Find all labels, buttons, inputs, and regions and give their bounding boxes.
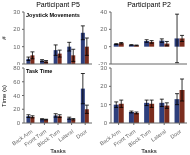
svg-text:20: 20 xyxy=(13,106,20,112)
html-text:Tasks: Tasks xyxy=(50,148,66,154)
svg-text:10: 10 xyxy=(13,44,20,50)
svg-text:20: 20 xyxy=(13,26,20,32)
svg-text:30: 30 xyxy=(13,9,20,15)
html-text:Tasks: Tasks xyxy=(141,148,157,154)
svg-text:40: 40 xyxy=(13,93,20,99)
svg-text:20: 20 xyxy=(100,26,107,32)
svg-text:0: 0 xyxy=(104,44,108,50)
svg-text:30: 30 xyxy=(100,65,107,71)
svg-text:Back Arm: Back Arm xyxy=(98,128,122,147)
svg-text:Lateral: Lateral xyxy=(150,128,167,143)
html-text:Participant P2: Participant P2 xyxy=(127,1,171,8)
svg-text:Door: Door xyxy=(169,128,182,140)
svg-text:Block Turn: Block Turn xyxy=(127,128,152,147)
svg-text:Door: Door xyxy=(75,128,88,140)
html-text:Participant P5: Participant P5 xyxy=(36,1,80,8)
svg-text:40: 40 xyxy=(100,9,107,15)
svg-text:10: 10 xyxy=(100,102,107,108)
html-text:Time (s): Time (s) xyxy=(1,84,7,107)
html-text:Joystick Movements: Joystick Movements xyxy=(26,12,80,18)
svg-text:Back Arm: Back Arm xyxy=(10,128,34,147)
svg-text:0: 0 xyxy=(104,120,108,126)
svg-text:20: 20 xyxy=(100,83,107,89)
svg-text:80: 80 xyxy=(13,65,20,71)
svg-text:60: 60 xyxy=(13,79,20,85)
svg-text:Lateral: Lateral xyxy=(57,128,74,143)
html-text:Task Time: Task Time xyxy=(26,68,53,74)
svg-text:0: 0 xyxy=(17,120,21,126)
